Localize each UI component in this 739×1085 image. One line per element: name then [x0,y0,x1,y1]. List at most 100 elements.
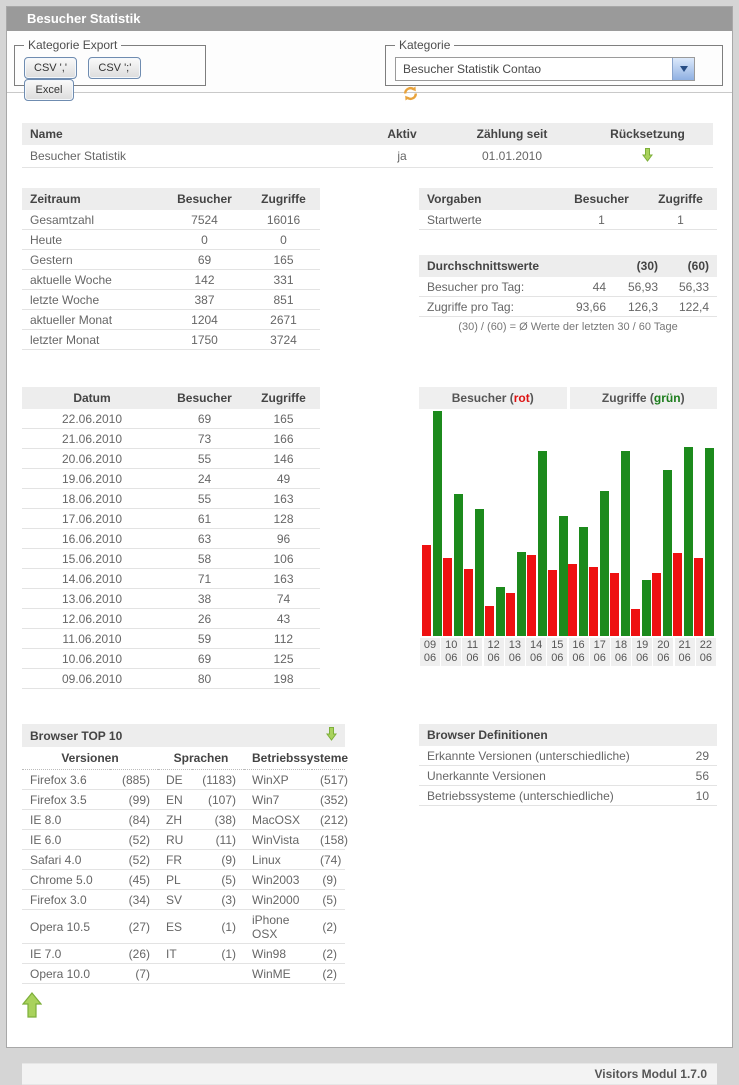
cell: 165 [247,249,320,270]
chart-x-label: 22 06 [695,638,716,666]
back-to-top-arrow-icon[interactable] [21,992,43,1023]
cell: 24 [162,468,247,489]
cell: 18.06.2010 [22,488,162,509]
zaehlung-value: 01.01.2010 [442,145,582,168]
chevron-down-icon[interactable] [672,58,694,80]
cell: 61 [162,508,247,529]
zugriffe-bar [621,451,631,636]
refresh-icon[interactable] [402,85,419,107]
kategorie-selected-value: Besucher Statistik Contao [403,62,542,76]
cell: 1 [559,210,644,230]
betriebssysteme-header: Betriebssysteme [244,747,348,770]
zugriffe-header: Zugriffe [247,188,320,210]
table-row: Erkannte Versionen (unterschiedliche) 29 [419,746,717,766]
visitors-module-window: Besucher Statistik Kategorie Export CSV … [6,6,733,1085]
cell: 125 [247,648,320,669]
table-row: Firefox 3.6 (885) DE (1183) WinXP (517) [22,769,348,790]
cell: 59 [162,628,247,649]
table-row: 09.06.2010 80 198 [22,668,320,689]
cell: Win98 [244,943,313,964]
table-row: 22.06.2010 69 165 [22,409,320,429]
chart-x-label: 21 06 [674,638,695,666]
csv-comma-button[interactable]: CSV ',' [24,57,77,79]
cell: (99) [110,789,159,810]
cell: (1) [192,909,245,944]
datum-besucher-header: Besucher [162,387,247,409]
cell: 17.06.2010 [22,508,162,529]
cell: SV [158,889,193,910]
cell: 165 [247,409,320,429]
table-row: Chrome 5.0 (45) PL (5) Win2003 (9) [22,869,346,890]
cell: letzte Woche [22,289,162,310]
chart-labels: 09 06 10 06 11 06 12 06 13 06 14 06 15 06 16 06 17 06 18 06… [419,638,717,666]
cell: 21.06.2010 [22,428,162,449]
zugriffe-bar [433,411,442,636]
table-row: 17.06.2010 61 128 [22,508,320,529]
cell: Linux [244,849,313,870]
cell: 96 [247,528,320,549]
cell: letzter Monat [22,329,162,350]
name-table: Name Aktiv Zählung seit Rücksetzung Besu… [22,123,713,168]
cell: 146 [247,448,320,469]
zugriffe-bar [474,509,484,636]
cell: (5) [192,869,245,890]
cell: aktuelle Woche [22,269,162,290]
cell: Firefox 3.6 [22,769,110,790]
cell: 851 [247,289,320,310]
cell: IE 7.0 [22,943,110,964]
table-row: letzter Monat 1750 3724 [22,329,320,350]
cell: RU [158,829,193,850]
besucher-bar [526,555,536,636]
table-row: 12.06.2010 26 43 [22,608,320,629]
cell: (2) [312,963,346,984]
besucher-bar [547,570,557,636]
zeitraum-table: Zeitraum Besucher Zugriffe Gesamtzahl 752… [22,188,320,350]
table-row: Heute 0 0 [22,229,320,250]
toolbar: Kategorie Export CSV ',' CSV ';' Excel K… [7,31,732,101]
cell: (212) [312,809,348,830]
cell: IE 8.0 [22,809,110,830]
cell: (517) [312,769,348,790]
sort-down-arrow-icon[interactable] [326,727,337,744]
besucher-bar [422,545,431,636]
datum-zugriffe-header: Zugriffe [247,387,320,409]
vorgaben-body: Startwerte 1 1 [419,210,717,230]
browser-top10-title-row: Browser TOP 10 [22,724,345,747]
kategorie-select[interactable]: Besucher Statistik Contao [395,57,695,81]
cell: 16016 [247,210,320,230]
bar-group [568,411,589,636]
bar-group [484,411,505,636]
cell: 3724 [247,329,320,350]
bar-group [547,411,568,636]
excel-button[interactable]: Excel [24,79,74,101]
cell: 38 [162,588,247,609]
cell: (5) [312,889,346,910]
cell: 331 [247,269,320,290]
cell: (7) [110,963,159,984]
csv-semicolon-button[interactable]: CSV ';' [88,57,142,79]
zugriffe-bar [600,491,610,636]
cell: 55 [162,488,247,509]
cell: 73 [162,428,247,449]
table-row: IE 6.0 (52) RU (11) WinVista (158) [22,829,348,850]
cell: 16.06.2010 [22,528,162,549]
cell: 69 [162,249,247,270]
cell: 13.06.2010 [22,588,162,609]
cell: 1 [644,210,717,230]
cell: Gestern [22,249,162,270]
chart-x-label: 10 06 [441,638,462,666]
besucher-bar [610,573,620,636]
browser-body: Firefox 3.6 (885) DE (1183) WinXP (517) Firefo… [22,769,348,984]
table-row: Safari 4.0 (52) FR (9) Linux (74) [22,849,346,870]
cell: Win2000 [244,889,313,910]
name-header: Name [22,123,362,145]
cell: (158) [312,829,348,850]
reset-down-arrow-icon[interactable] [642,147,653,165]
cell: 0 [247,229,320,250]
cell: 10 [674,785,717,806]
cell: ZH [158,809,193,830]
cell: WinXP [244,769,313,790]
table-row: Opera 10.5 (27) ES (1) iPhone OSX (2) [22,909,346,944]
cell: Heute [22,229,162,250]
visitors-bar-chart: Besucher (rot) Zugriffe (grün) 09 06 10 06 1… [419,387,717,666]
